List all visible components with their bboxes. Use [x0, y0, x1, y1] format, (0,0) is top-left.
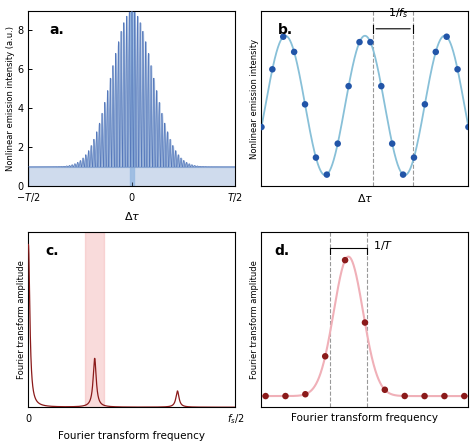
- X-axis label: $\Delta\tau$: $\Delta\tau$: [124, 210, 140, 222]
- Point: [410, 154, 418, 161]
- Point: [334, 140, 341, 147]
- Text: $1/f_s$: $1/f_s$: [388, 7, 409, 21]
- Text: b.: b.: [278, 23, 293, 37]
- Point: [461, 392, 468, 400]
- Bar: [85, 232, 104, 407]
- Point: [301, 391, 309, 398]
- Point: [443, 33, 450, 40]
- Point: [399, 171, 407, 178]
- Point: [432, 48, 439, 55]
- Point: [301, 101, 309, 108]
- Point: [366, 38, 374, 46]
- Bar: [130, 11, 134, 186]
- Point: [377, 83, 385, 90]
- Text: $1/T$: $1/T$: [373, 239, 393, 252]
- Y-axis label: Fourier transform amplitude: Fourier transform amplitude: [250, 260, 259, 379]
- Text: a.: a.: [49, 23, 64, 37]
- Point: [345, 83, 352, 90]
- Point: [262, 392, 269, 400]
- Point: [280, 33, 287, 40]
- X-axis label: Fourier transform frequency: Fourier transform frequency: [58, 431, 205, 442]
- Point: [269, 66, 276, 73]
- Text: d.: d.: [274, 244, 289, 258]
- Point: [465, 123, 472, 131]
- Point: [341, 257, 349, 264]
- Point: [323, 171, 331, 178]
- Point: [312, 154, 320, 161]
- Point: [421, 392, 428, 400]
- Y-axis label: Nonlinear emission intensity (a.u.): Nonlinear emission intensity (a.u.): [6, 26, 15, 171]
- Point: [388, 140, 396, 147]
- Point: [454, 66, 461, 73]
- Point: [321, 353, 329, 360]
- Point: [258, 123, 265, 131]
- Point: [361, 319, 369, 326]
- X-axis label: $\Delta\tau$: $\Delta\tau$: [357, 192, 373, 204]
- Y-axis label: Fourier transform amplitude: Fourier transform amplitude: [17, 260, 26, 379]
- Y-axis label: Nonlinear emission intensity: Nonlinear emission intensity: [250, 38, 259, 159]
- Point: [401, 392, 409, 400]
- Point: [441, 392, 448, 400]
- X-axis label: Fourier transform frequency: Fourier transform frequency: [292, 413, 438, 423]
- Point: [381, 386, 389, 393]
- Point: [421, 101, 428, 108]
- Point: [291, 48, 298, 55]
- Point: [282, 392, 289, 400]
- Point: [356, 38, 363, 46]
- Text: c.: c.: [45, 244, 58, 258]
